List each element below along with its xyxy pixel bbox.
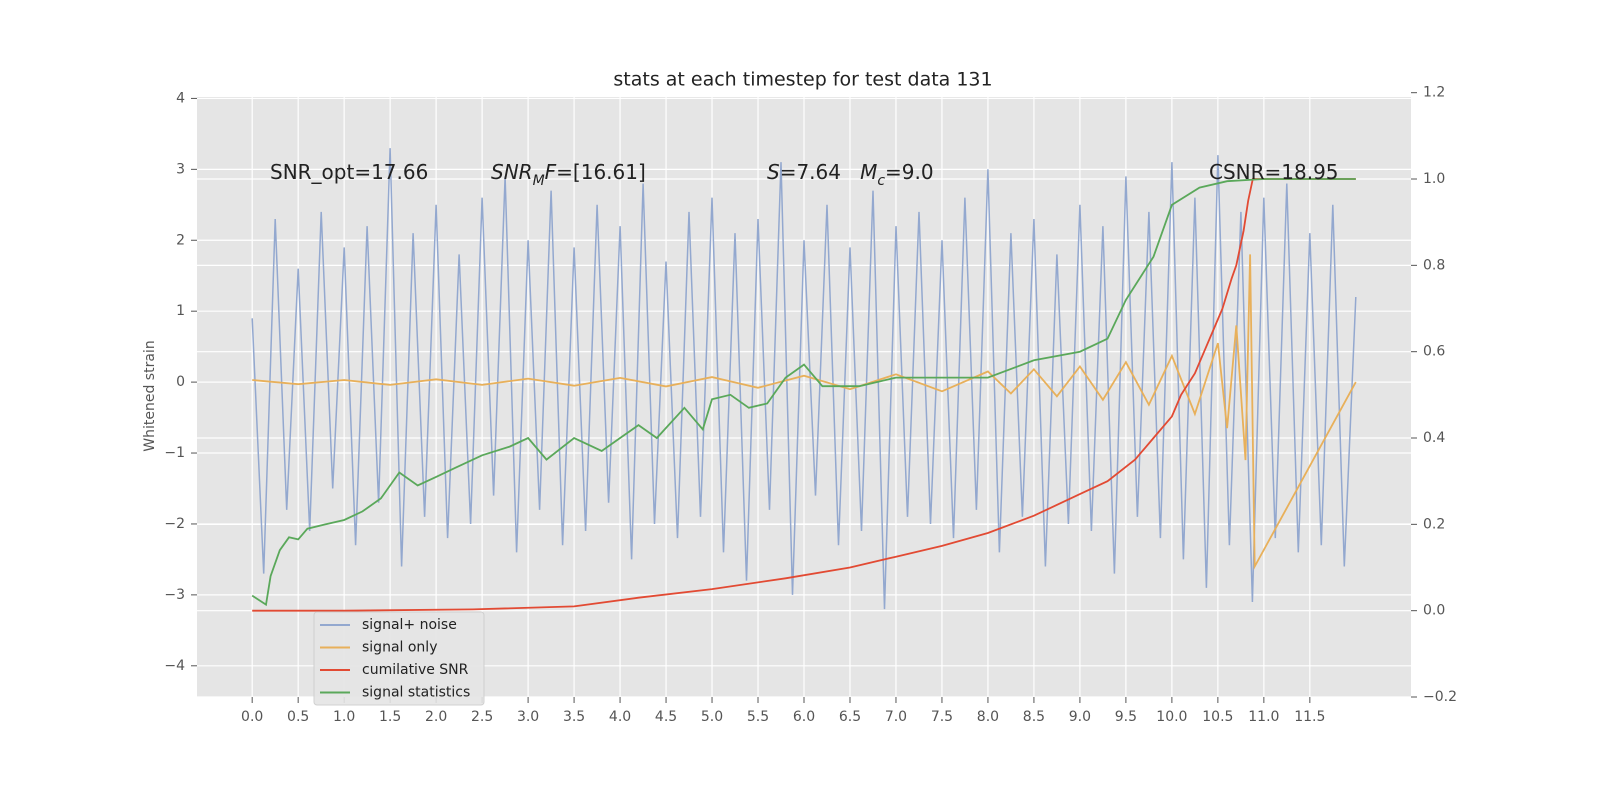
x-tick-label: 8.0 [977,709,999,725]
series-line [252,254,1357,570]
y2-tick-label: 1.2 [1423,85,1445,101]
series-line [252,178,1356,612]
legend-label: signal only [362,640,437,656]
x-tick-label: 9.0 [1069,709,1091,725]
x-tick-label: 10.0 [1156,709,1187,725]
annotation: S=7.64 Mc=9.0 [767,160,934,190]
legend-label: signal+ noise [362,617,457,633]
legend-box [313,611,485,706]
x-tick-label: 5.5 [747,709,769,725]
x-tick-label: 1.5 [379,709,401,725]
x-tick-label: 4.5 [655,709,677,725]
x-tick-label: 11.0 [1248,709,1279,725]
x-tick-label: 0.5 [287,709,309,725]
y-tick-label: −3 [164,587,185,603]
x-tick-label: 3.0 [517,709,539,725]
series-line [251,178,1356,607]
y-tick-label: 0 [176,374,185,390]
y-tick-label: −4 [164,658,185,674]
y-tick-label: 1 [176,303,185,319]
x-tick-label: 7.0 [885,709,907,725]
x-tick-label: 8.5 [1023,709,1045,725]
x-tick-label: 11.5 [1294,709,1325,725]
x-tick-label: 9.5 [1115,709,1137,725]
y2-tick-label: 1.0 [1423,171,1445,187]
annotation-part: S [767,160,780,184]
annotation: SNRMF=[16.61] [491,160,646,190]
series-line [251,148,1357,610]
annotation: SNR_opt=17.66 [270,160,428,184]
x-tick-label: 5.0 [701,709,723,725]
annotation-part: c [877,173,885,189]
x-tick-label: 6.0 [793,709,815,725]
y2-tick-label: 0.2 [1423,516,1445,532]
annotation-part: =7.64 [780,160,860,184]
legend-label: signal statistics [362,685,470,701]
y2-tick-label: 0.6 [1423,344,1445,360]
x-tick-label: 2.5 [471,709,493,725]
x-tick-label: 3.5 [563,709,585,725]
annotation-part: SNR_opt=17.66 [270,160,428,184]
y-tick-label: −1 [164,445,185,461]
legend-label: cumilative SNR [362,662,469,678]
x-tick-label: 4.0 [609,709,631,725]
annotation-part: =9.0 [885,160,934,184]
y-axis-label: Whitened strain [142,340,158,451]
annotation-part: CSNR=18.95 [1209,160,1339,184]
y2-tick-label: 0.0 [1423,603,1445,619]
y-tick-label: 3 [176,161,185,177]
annotation-part: M [860,160,877,184]
y2-tick-label: 0.8 [1423,257,1445,273]
chart-title: stats at each timestep for test data 131 [613,69,992,91]
x-tick-label: 0.0 [241,709,263,725]
y-tick-label: −2 [164,516,185,532]
annotation-part: F [545,160,557,184]
x-tick-label: 6.5 [839,709,861,725]
annotation-part: M [533,173,545,189]
annotation: CSNR=18.95 [1209,160,1339,184]
y-tick-label: 4 [176,90,185,106]
annotation-part: =[16.61] [556,160,646,184]
x-tick-label: 1.0 [333,709,355,725]
x-tick-label: 7.5 [931,709,953,725]
y2-tick-label: 0.4 [1423,430,1445,446]
annotation-part: SNR [491,160,533,184]
y-tick-label: 2 [176,232,185,248]
x-tick-label: 10.5 [1202,709,1233,725]
y2-tick-label: −0.2 [1423,689,1457,705]
x-tick-label: 2.0 [425,709,447,725]
